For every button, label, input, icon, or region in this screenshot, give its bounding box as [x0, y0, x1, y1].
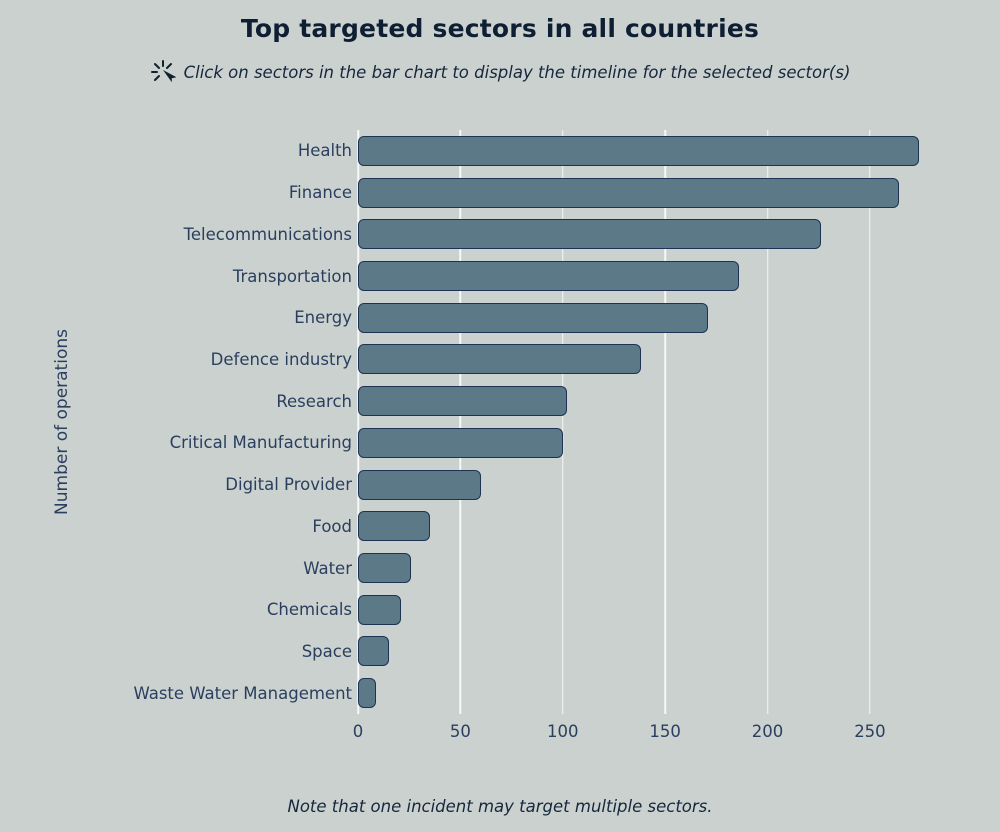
bar-digital-provider[interactable] [358, 469, 481, 500]
x-tick-label: 250 [854, 722, 886, 741]
category-label-digital-provider: Digital Provider [225, 475, 352, 495]
bar-health[interactable] [358, 135, 920, 166]
category-label-critical-manufacturing: Critical Manufacturing [169, 433, 352, 453]
bar-row: Health [298, 130, 958, 172]
bar-row: Digital Provider [225, 464, 958, 506]
category-label-research: Research [276, 391, 352, 411]
x-axis: 0 50 100 150 200 250 [353, 714, 958, 744]
gridline [869, 130, 871, 714]
bar-row: Waste Water Management [133, 672, 958, 714]
bar-track [358, 636, 958, 667]
category-label-health: Health [297, 141, 352, 161]
bar-row: Critical Manufacturing [170, 422, 958, 464]
bar-track [358, 302, 958, 333]
category-label-chemicals: Chemicals [266, 600, 352, 620]
bar-research[interactable] [358, 386, 567, 417]
category-label-food: Food [312, 516, 352, 536]
bar-row: Transportation [233, 255, 958, 297]
bar-chemicals[interactable] [358, 594, 401, 625]
bar-row: Finance [289, 172, 958, 214]
gridline [562, 130, 564, 714]
bar-finance[interactable] [358, 177, 899, 208]
bar-critical-manufacturing[interactable] [358, 427, 563, 458]
bar-transportation[interactable] [358, 261, 739, 292]
x-tick-label: 100 [547, 722, 579, 741]
bar-track [358, 261, 958, 292]
bar-space[interactable] [358, 636, 389, 667]
category-label-defence-industry: Defence industry [210, 349, 352, 369]
bar-track [358, 594, 958, 625]
bar-track [358, 344, 958, 375]
bar-track [358, 678, 958, 709]
gridline [357, 130, 359, 714]
subtitle: Click on sectors in the bar chart to dis… [0, 59, 1000, 85]
bar-track [358, 177, 958, 208]
footnote: Note that one incident may target multip… [287, 797, 713, 816]
bar-track [358, 553, 958, 584]
x-tick-label: 150 [649, 722, 681, 741]
category-label-space: Space [301, 641, 352, 661]
bar-track [358, 469, 958, 500]
bar-row: Telecommunications [184, 213, 958, 255]
bar-track [358, 219, 958, 250]
bar-track [358, 386, 958, 417]
bar-row: Space [302, 631, 958, 673]
bar-row: Chemicals [267, 589, 958, 631]
click-icon [150, 60, 176, 83]
bar-chart: Health Finance Telecommunications Transport… [133, 130, 958, 741]
bar-track [358, 511, 958, 542]
x-tick-label: 200 [751, 722, 784, 741]
gridline [459, 130, 462, 714]
bar-row: Energy [294, 297, 958, 339]
category-label-finance: Finance [288, 183, 352, 203]
bar-telecommunications[interactable] [358, 219, 821, 250]
bar-waste-water-management[interactable] [358, 678, 377, 709]
category-label-telecommunications: Telecommunications [183, 224, 352, 244]
category-label-waste-water-management: Waste Water Management [133, 683, 352, 703]
bar-water[interactable] [358, 553, 412, 584]
x-tick-label: 0 [352, 722, 364, 741]
x-tick-label: 50 [449, 722, 471, 741]
gridline [766, 130, 769, 714]
category-label-transportation: Transportation [232, 266, 352, 286]
bar-rows: Health Finance Telecommunications Transport… [133, 130, 958, 714]
bar-food[interactable] [358, 511, 430, 542]
bar-energy[interactable] [358, 302, 709, 333]
bar-track [358, 427, 958, 458]
category-label-energy: Energy [294, 308, 352, 328]
bar-defence-industry[interactable] [358, 344, 641, 375]
bar-row: Defence industry [211, 339, 958, 381]
bar-row: Water [303, 547, 958, 589]
bar-row: Research [276, 380, 958, 422]
bar-row: Food [312, 505, 958, 547]
bar-track [358, 135, 958, 166]
page-title: Top targeted sectors in all countries [240, 14, 760, 43]
category-label-water: Water [303, 558, 352, 578]
subtitle-text: Click on sectors in the bar chart to dis… [183, 62, 851, 82]
gridline [664, 130, 666, 714]
